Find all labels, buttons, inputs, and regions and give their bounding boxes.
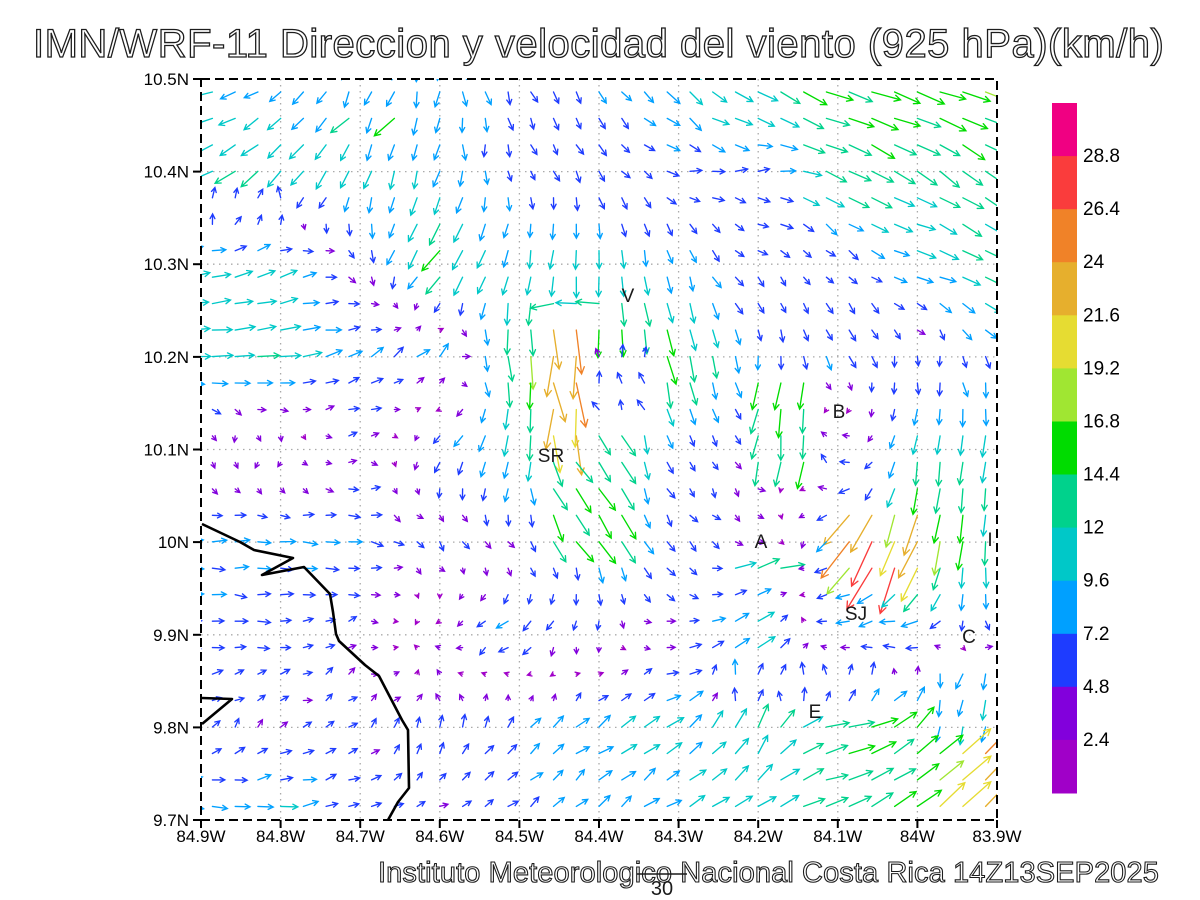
svg-text:84.8W: 84.8W xyxy=(256,827,305,846)
svg-text:SR: SR xyxy=(538,446,564,467)
svg-text:84.2W: 84.2W xyxy=(734,827,783,846)
svg-text:I: I xyxy=(987,530,992,551)
svg-text:16.8: 16.8 xyxy=(1083,412,1120,433)
svg-text:V: V xyxy=(622,286,635,307)
svg-text:30: 30 xyxy=(651,878,673,900)
svg-text:84.4W: 84.4W xyxy=(574,827,623,846)
svg-text:E: E xyxy=(809,702,822,723)
svg-text:83.9W: 83.9W xyxy=(972,827,1021,846)
svg-text:10N: 10N xyxy=(158,533,189,552)
svg-text:10.2N: 10.2N xyxy=(144,348,189,367)
svg-text:10.3N: 10.3N xyxy=(144,255,189,274)
svg-text:2.4: 2.4 xyxy=(1083,730,1110,751)
svg-text:12: 12 xyxy=(1083,518,1104,539)
svg-text:24: 24 xyxy=(1083,252,1105,273)
svg-text:4.8: 4.8 xyxy=(1083,677,1109,698)
svg-text:84.1W: 84.1W xyxy=(813,827,862,846)
svg-text:84.5W: 84.5W xyxy=(495,827,544,846)
svg-text:SJ: SJ xyxy=(845,604,867,625)
svg-text:Instituto Meteorologico Nacion: Instituto Meteorologico Nacional Costa R… xyxy=(378,857,1159,889)
svg-text:10.5N: 10.5N xyxy=(144,70,189,89)
svg-text:A: A xyxy=(755,532,768,553)
svg-text:7.2: 7.2 xyxy=(1083,624,1109,645)
svg-text:84.9W: 84.9W xyxy=(176,827,225,846)
svg-text:21.6: 21.6 xyxy=(1083,305,1120,326)
svg-text:9.8N: 9.8N xyxy=(153,718,189,737)
svg-text:19.2: 19.2 xyxy=(1083,358,1120,379)
svg-text:84.3W: 84.3W xyxy=(654,827,703,846)
svg-text:9.7N: 9.7N xyxy=(153,811,189,830)
svg-text:84.7W: 84.7W xyxy=(336,827,385,846)
svg-text:C: C xyxy=(962,627,976,648)
svg-text:14.4: 14.4 xyxy=(1083,465,1120,486)
svg-text:26.4: 26.4 xyxy=(1083,199,1120,220)
svg-text:84W: 84W xyxy=(900,827,935,846)
svg-text:IMN/WRF-11 Direccion y velocid: IMN/WRF-11 Direccion y velocidad del vie… xyxy=(33,22,1164,66)
svg-text:B: B xyxy=(833,402,846,423)
svg-text:84.6W: 84.6W xyxy=(415,827,464,846)
svg-text:28.8: 28.8 xyxy=(1083,146,1120,167)
svg-text:10.1N: 10.1N xyxy=(144,441,189,460)
svg-text:9.6: 9.6 xyxy=(1083,571,1109,592)
svg-text:10.4N: 10.4N xyxy=(144,163,189,182)
svg-text:9.9N: 9.9N xyxy=(153,626,189,645)
